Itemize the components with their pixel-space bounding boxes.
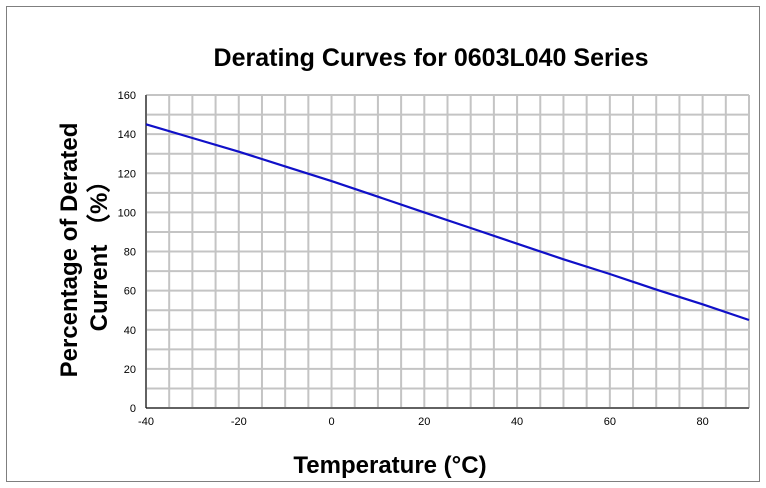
x-tick-label: -20 [231, 416, 247, 428]
y-tick-label: 140 [118, 129, 136, 141]
y-tick-label: 0 [130, 403, 136, 415]
y-tick-label: 120 [118, 168, 136, 180]
y-tick-label: 40 [124, 325, 136, 337]
x-tick-labels: -40 -20 0 20 40 60 80 [138, 416, 709, 428]
grid [145, 94, 750, 409]
x-tick-label: 60 [604, 416, 616, 428]
axes [145, 95, 749, 409]
chart-title: Derating Curves for 0603L040 Series [214, 44, 649, 72]
derating-curve-line [145, 123, 750, 322]
y-tick-label: 60 [124, 286, 136, 298]
y-axis-label-line-1: Percentage of Derated [56, 123, 83, 378]
y-axis-label-line-2: Current （%） [86, 169, 113, 332]
x-tick-label: 80 [696, 416, 708, 428]
chart-frame [6, 6, 760, 482]
y-tick-label: 20 [124, 364, 136, 376]
y-tick-label: 160 [118, 90, 136, 102]
y-tick-label: 80 [124, 247, 136, 259]
series-layer [145, 123, 750, 322]
x-tick-label: 0 [328, 416, 334, 428]
x-tick-label: -40 [138, 416, 154, 428]
x-tick-label: 40 [511, 416, 523, 428]
y-tick-labels: 0 20 40 60 80 100 120 140 160 [118, 90, 136, 415]
y-tick-label: 100 [118, 207, 136, 219]
x-axis-label: Temperature (°C) [293, 452, 486, 479]
x-tick-label: 20 [418, 416, 430, 428]
